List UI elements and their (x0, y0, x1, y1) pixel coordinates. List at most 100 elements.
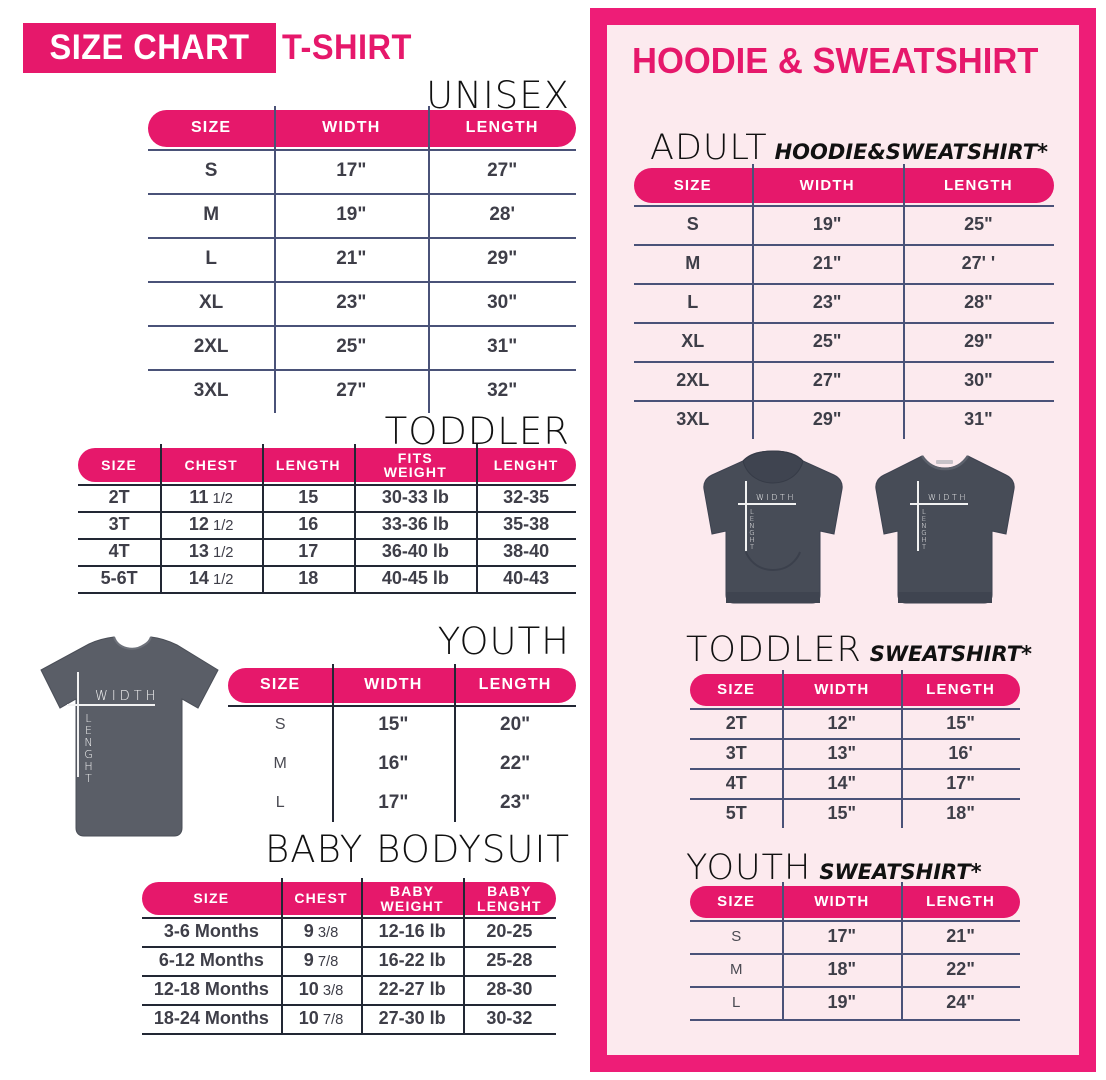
t-shirt-length-label: LENGHT (82, 712, 95, 784)
toddler-table-cell: 40-43 (503, 568, 550, 588)
youth-sweatshirt-table-col-header: WIDTH (814, 893, 870, 911)
toddler-sweatshirt-table-cell: 12" (827, 712, 857, 733)
youth-sweatshirt-table-cell: 24" (946, 992, 975, 1012)
youth-table-cell: M (273, 754, 287, 772)
unisex-table-cell: 28' (489, 204, 515, 225)
sweatshirt-illustration: WIDTH LENGHT (872, 448, 1018, 608)
youth-table-col-header: SIZE (260, 676, 301, 694)
toddler-table-cell: 38-40 (503, 541, 550, 561)
caption-unisex: UNISEX (426, 74, 570, 117)
caption-adult-main: ADULT (650, 128, 768, 168)
baby-bodysuit-table-col-header: SIZE (193, 890, 230, 907)
toddler-sweatshirt-table-column-divider (782, 670, 785, 828)
unisex-table-cell: XL (198, 292, 224, 313)
toddler-table-cell: 40-45 lb (381, 568, 449, 588)
adult-table-row-divider (634, 322, 1054, 324)
unisex-table-column-divider (428, 106, 431, 413)
toddler-table-cell: 5-6T (100, 568, 138, 588)
adult-table-header: SIZE WIDTH LENGTH (634, 168, 1054, 203)
adult-table-row-divider (634, 244, 1054, 246)
youth-sweatshirt-table-cell: S (731, 928, 742, 945)
toddler-table-cell: 30-33 lb (381, 487, 449, 507)
adult-table-cell: 23" (812, 292, 842, 312)
hoodie-width-label: WIDTH (756, 493, 796, 502)
caption-youth-sweatshirt: YOUTH SWEATSHIRT* (686, 848, 982, 888)
youth-sweatshirt-table-cell: L (732, 994, 741, 1011)
toddler-table-cell: 11 1/2 (189, 487, 234, 507)
unisex-table-top-rule (148, 149, 576, 151)
toddler-table-column-divider (476, 444, 479, 592)
toddler-table-row-divider (78, 538, 576, 540)
youth-table-cell: 17" (378, 791, 409, 813)
youth-table-top-rule (228, 705, 576, 707)
toddler-sweatshirt-table-cell: 3T (725, 742, 747, 763)
toddler-table-cell: 36-40 lb (381, 541, 449, 561)
adult-table-cell: 29" (964, 331, 993, 351)
toddler-table-cell: 33-36 lb (381, 514, 449, 534)
toddler-table-row-divider (78, 565, 576, 567)
toddler-table-cell: 13 1/2 (188, 541, 234, 561)
youth-table-cell: 20" (500, 713, 531, 735)
adult-table-column-divider (751, 164, 754, 439)
baby-bodysuit-table-cell: 16-22 lb (378, 950, 446, 970)
baby-bodysuit-table-cell: 30-32 (486, 1008, 533, 1028)
toddler-sweatshirt-table-row-divider (690, 798, 1020, 800)
baby-bodysuit-table-row-divider (142, 975, 556, 977)
adult-table-cell: 27' ' (961, 253, 996, 273)
adult-table-cell: S (686, 214, 699, 234)
caption-youth-sweatshirt-main: YOUTH (686, 848, 812, 888)
toddler-sweatshirt-table-top-rule (690, 708, 1020, 710)
caption-youth-sweatshirt-sub: SWEATSHIRT* (819, 860, 982, 884)
toddler-sweatshirt-table-col-header: SIZE (717, 681, 756, 699)
youth-sweatshirt-table-cell: 19" (827, 992, 857, 1012)
adult-table-row: L 23" 28" (634, 283, 1054, 322)
toddler-table-cell: 17 (298, 541, 319, 561)
size-chart-title-text: SIZE CHART (49, 28, 250, 67)
baby-bodysuit-table-col-header: CHEST (294, 890, 348, 907)
toddler-table-column-divider (160, 444, 163, 592)
baby-bodysuit-table-cell: 6-12 Months (158, 950, 264, 970)
unisex-table-row-divider (148, 369, 576, 371)
youth-sweatshirt-table-cell: M (729, 961, 743, 978)
adult-table-row: M 21" 27' ' (634, 244, 1054, 283)
adult-table-row: XL 25" 29" (634, 322, 1054, 361)
unisex-table-cell: 31" (487, 336, 518, 357)
unisex-table-header: SIZE WIDTH LENGTH (148, 110, 576, 147)
unisex-table-cell: 29" (487, 248, 518, 269)
baby-bodysuit-table-cell: 20-25 (486, 921, 533, 941)
unisex-table-cell: 17" (336, 160, 367, 181)
toddler-table-cell: 4T (108, 541, 130, 561)
baby-bodysuit-table-col-header: BABY WEIGHT (380, 883, 444, 914)
adult-table-column-divider (902, 164, 905, 439)
unisex-table-cell: 32" (487, 380, 518, 401)
unisex-table-cell: 30" (487, 292, 518, 313)
toddler-sweatshirt-table-row: 4T 14" 17" (690, 768, 1020, 798)
unisex-table-cell: 21" (336, 248, 367, 269)
toddler-sweatshirt-table-row-divider (690, 768, 1020, 770)
baby-bodysuit-table-row-divider (142, 1004, 556, 1006)
adult-table-cell: L (687, 292, 699, 312)
adult-table-cell: 28" (964, 292, 993, 312)
adult-table-cell: 30" (964, 370, 993, 390)
baby-bodysuit-table-col-header: BABY LENGHT (477, 883, 542, 914)
youth-sweatshirt-table-cell: 17" (827, 926, 857, 946)
caption-toddler-sweatshirt-sub: SWEATSHIRT* (869, 642, 1033, 666)
toddler-table-cell: 16 (298, 514, 319, 534)
size-chart-title-badge: SIZE CHART (23, 23, 276, 73)
toddler-table-row: 5-6T 14 1/2 18 40-45 lb 40-43 (78, 565, 576, 592)
toddler-sweatshirt-table-row: 5T 15" 18" (690, 798, 1020, 828)
toddler-table-cell: 15 (298, 487, 319, 507)
youth-sweatshirt-table-cell: 21" (946, 926, 975, 946)
baby-bodysuit-table-cell: 27-30 lb (378, 1008, 446, 1028)
toddler-sweatshirt-table-row: 3T 13" 16' (690, 738, 1020, 768)
toddler-sweatshirt-table-cell: 14" (827, 772, 857, 793)
unisex-table-column-divider (274, 106, 277, 413)
youth-table-header: SIZE WIDTH LENGTH (228, 668, 576, 703)
toddler-table-bottom-rule (78, 592, 576, 594)
youth-table-column-divider (332, 664, 335, 822)
toddler-table-col-header: FITS WEIGHT (383, 449, 447, 480)
youth-sweatshirt-table-column-divider (782, 882, 785, 1019)
adult-table-cell: 3XL (676, 409, 710, 429)
adult-table-row-divider (634, 283, 1054, 285)
toddler-table-col-header: LENGTH (275, 456, 341, 473)
